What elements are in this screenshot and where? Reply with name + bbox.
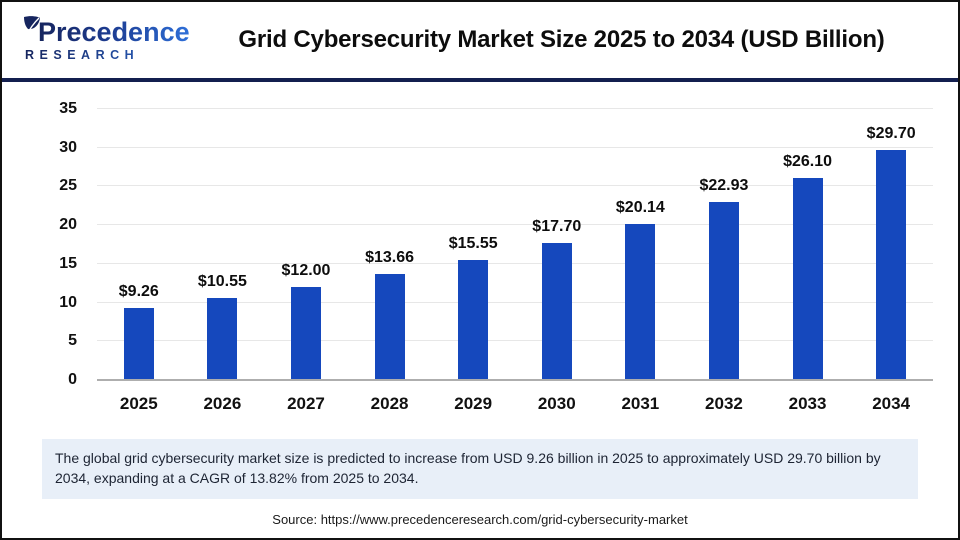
logo-wordmark: Precedence [38, 16, 190, 47]
bar-value-label-2025: $9.26 [118, 283, 159, 301]
bar-2034 [876, 150, 907, 380]
x-tick-label-2033: 2033 [788, 394, 827, 413]
bar-value-label-2030: $17.70 [532, 217, 582, 235]
x-tick-label-2027: 2027 [287, 394, 325, 413]
bar-column-2028: $13.66 [348, 109, 432, 380]
chart-title: Grid Cybersecurity Market Size 2025 to 2… [238, 26, 885, 53]
bar-2025 [123, 308, 154, 380]
bar-2028 [374, 274, 405, 380]
x-tick-label-2029: 2029 [454, 394, 493, 413]
bar-column-2033: $26.10 [766, 109, 850, 380]
bar-value-label-2026: $10.55 [197, 273, 247, 291]
x-tick-label-2025: 2025 [119, 394, 158, 413]
bar-column-2029: $15.55 [431, 109, 515, 380]
bar-2027 [290, 287, 321, 380]
bar-column-2025: $9.26 [97, 109, 181, 380]
chart-section: 0 5 10 15 20 25 30 35 $9.26 $10.55 $12.00 $13.66 $1… [2, 82, 958, 534]
bar-column-2030: $17.70 [515, 109, 599, 380]
x-tick-label-2031: 2031 [621, 394, 660, 413]
precedence-research-logo: Precedence RESEARCH [22, 15, 207, 62]
x-tick-label-2032: 2032 [705, 394, 743, 413]
bar-2031 [625, 224, 656, 380]
bar-column-2031: $20.14 [599, 109, 683, 380]
bar-value-label-2029: $15.55 [448, 234, 498, 252]
bar-2029 [458, 259, 489, 380]
gridline-5 [97, 340, 933, 342]
gridline-35 [97, 108, 933, 109]
y-tick-label-15: 15 [59, 254, 77, 272]
bar-column-2026: $10.55 [181, 109, 265, 380]
gridline-25 [97, 185, 933, 187]
bar-value-label-2032: $22.93 [699, 177, 749, 195]
bar-value-label-2031: $20.14 [615, 199, 665, 217]
bar-value-label-2034: $29.70 [866, 125, 916, 143]
bar-value-label-2027: $12.00 [281, 262, 331, 280]
x-axis-labels: 2025 2026 2027 2028 2029 2030 2031 2032 2033 2034 [97, 394, 933, 418]
x-axis-line [97, 379, 933, 381]
y-tick-label-30: 30 [59, 138, 77, 156]
plot-area: 0 5 10 15 20 25 30 35 $9.26 $10.55 $12.00 $13.66 $1… [59, 100, 933, 388]
bar-value-label-2028: $13.66 [365, 249, 415, 267]
gridline-30 [97, 146, 933, 148]
logo-subtitle: RESEARCH [25, 49, 207, 62]
gridline-15 [97, 262, 933, 264]
bar-2030 [541, 242, 572, 380]
source-text: Source: https://www.precedenceresearch.c… [272, 512, 688, 527]
bar-2033 [792, 177, 823, 380]
y-tick-label-35: 35 [59, 100, 77, 117]
gridline-10 [97, 301, 933, 303]
y-tick-label-25: 25 [59, 177, 77, 195]
bar-column-2032: $22.93 [682, 109, 766, 380]
bar-column-2027: $12.00 [264, 109, 348, 380]
gridline-20 [97, 224, 933, 226]
bars-container: $9.26 $10.55 $12.00 $13.66 $15.55 $17.70 $20.1… [97, 109, 933, 380]
leaf-icon [24, 15, 40, 36]
y-tick-label-0: 0 [68, 371, 77, 388]
x-tick-label-2030: 2030 [537, 394, 576, 413]
description-box: The global grid cybersecurity market siz… [42, 439, 918, 499]
x-tick-label-2034: 2034 [872, 394, 911, 413]
bar-value-label-2033: $26.10 [783, 152, 833, 170]
header: Precedence RESEARCH Grid Cybersecurity M… [2, 2, 958, 82]
x-tick-label-2026: 2026 [203, 394, 242, 413]
x-tick-label-2028: 2028 [370, 394, 409, 413]
description-text: The global grid cybersecurity market siz… [55, 450, 881, 487]
bar-2026 [207, 298, 238, 380]
bar-2032 [708, 202, 739, 380]
y-tick-label-5: 5 [68, 332, 77, 350]
bar-column-2034: $29.70 [849, 109, 933, 380]
logo-row: Precedence [22, 15, 207, 47]
y-tick-label-10: 10 [59, 293, 77, 311]
y-tick-label-20: 20 [59, 216, 77, 234]
